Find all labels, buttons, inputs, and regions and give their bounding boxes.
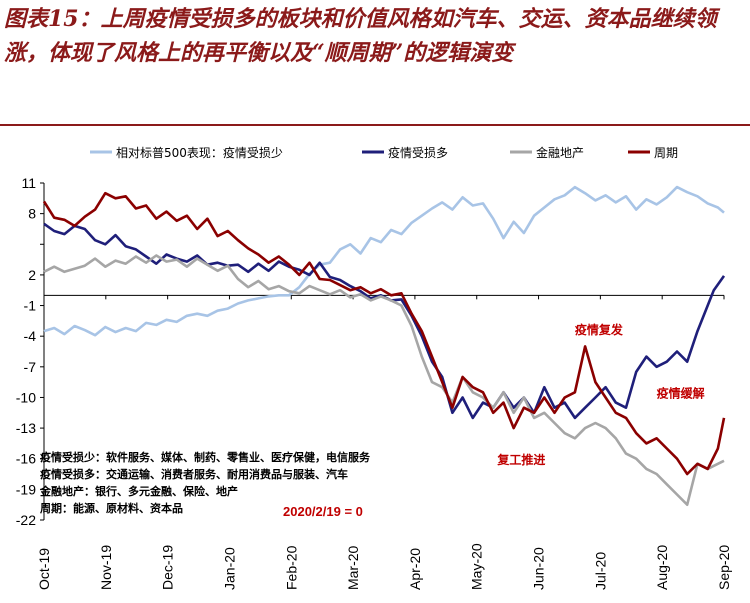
legend-label: 相对标普500表现：疫情受损少 [116, 145, 283, 160]
x-tick-label: Oct-19 [36, 548, 52, 590]
series-layer [42, 185, 726, 507]
y-tick-label: -7 [24, 359, 37, 375]
series-line [43, 185, 725, 337]
y-tick-label: -4 [24, 328, 37, 344]
series-line [43, 254, 725, 507]
y-tick-label: -10 [16, 389, 36, 405]
chart-annotation: 复工推进 [496, 452, 545, 467]
title-rule [0, 124, 750, 126]
y-tick-label: -19 [16, 481, 36, 497]
y-tick-label: -16 [16, 451, 36, 467]
legend: 相对标普500表现：疫情受损少 疫情受损多 金融地产 周期 [90, 145, 678, 160]
x-tick-label: May-20 [469, 543, 485, 590]
chart-annotation: 疫情缓解 [657, 385, 705, 400]
y-tick-label: 11 [21, 175, 36, 191]
notes-layer: 疫情受损少：软件服务、媒体、制药、零售业、医疗保健，电信服务疫情受损多：交通运输… [39, 450, 371, 519]
sector-note: 周期：能源、原材料、资本品 [40, 501, 183, 515]
sector-note: 金融地产：银行、多元金融、保险、地产 [39, 484, 238, 498]
legend-label: 疫情受损多 [388, 145, 448, 160]
x-tick-label: Aug-20 [654, 545, 670, 590]
baseline-label: 2020/2/19 = 0 [283, 504, 363, 519]
x-tick-label: Jun-20 [531, 547, 547, 590]
series-line [43, 222, 726, 420]
chart-annotation: 疫情复发 [575, 322, 624, 337]
x-tick-label: Mar-20 [345, 545, 361, 590]
sector-note: 疫情受损多：交通运输、消费者服务、耐用消费品与服装、汽车 [40, 467, 348, 481]
axes: 11 8 2 -1 -4 -7 -10 -13 -16 -19 -22 Oct-19 Nov-19 Dec… [16, 175, 732, 590]
figure-title: 图表15：上周疫情受损多的板块和价值风格如汽车、交运、资本品继续领涨，体现了风格… [4, 6, 717, 66]
legend-label: 周期 [654, 146, 678, 160]
y-tick-label: 8 [28, 206, 36, 222]
x-tick-label: Sep-20 [716, 545, 732, 590]
x-tick-label: Jan-20 [221, 547, 237, 590]
sector-note: 疫情受损少：软件服务、媒体、制药、零售业、医疗保健，电信服务 [40, 450, 371, 464]
y-tick-label: -1 [24, 298, 37, 314]
legend-label: 金融地产 [536, 145, 584, 160]
x-tick-label: Apr-20 [407, 548, 423, 590]
y-tick-label: -13 [16, 420, 36, 436]
x-tick-label: Feb-20 [283, 545, 299, 590]
x-tick-label: Dec-19 [160, 545, 176, 590]
x-tick-label: Jul-20 [592, 552, 608, 590]
series-line [42, 191, 726, 476]
x-tick-label: Nov-19 [98, 545, 114, 590]
y-tick-label: 2 [28, 267, 36, 283]
y-tick-label: -22 [16, 512, 36, 528]
